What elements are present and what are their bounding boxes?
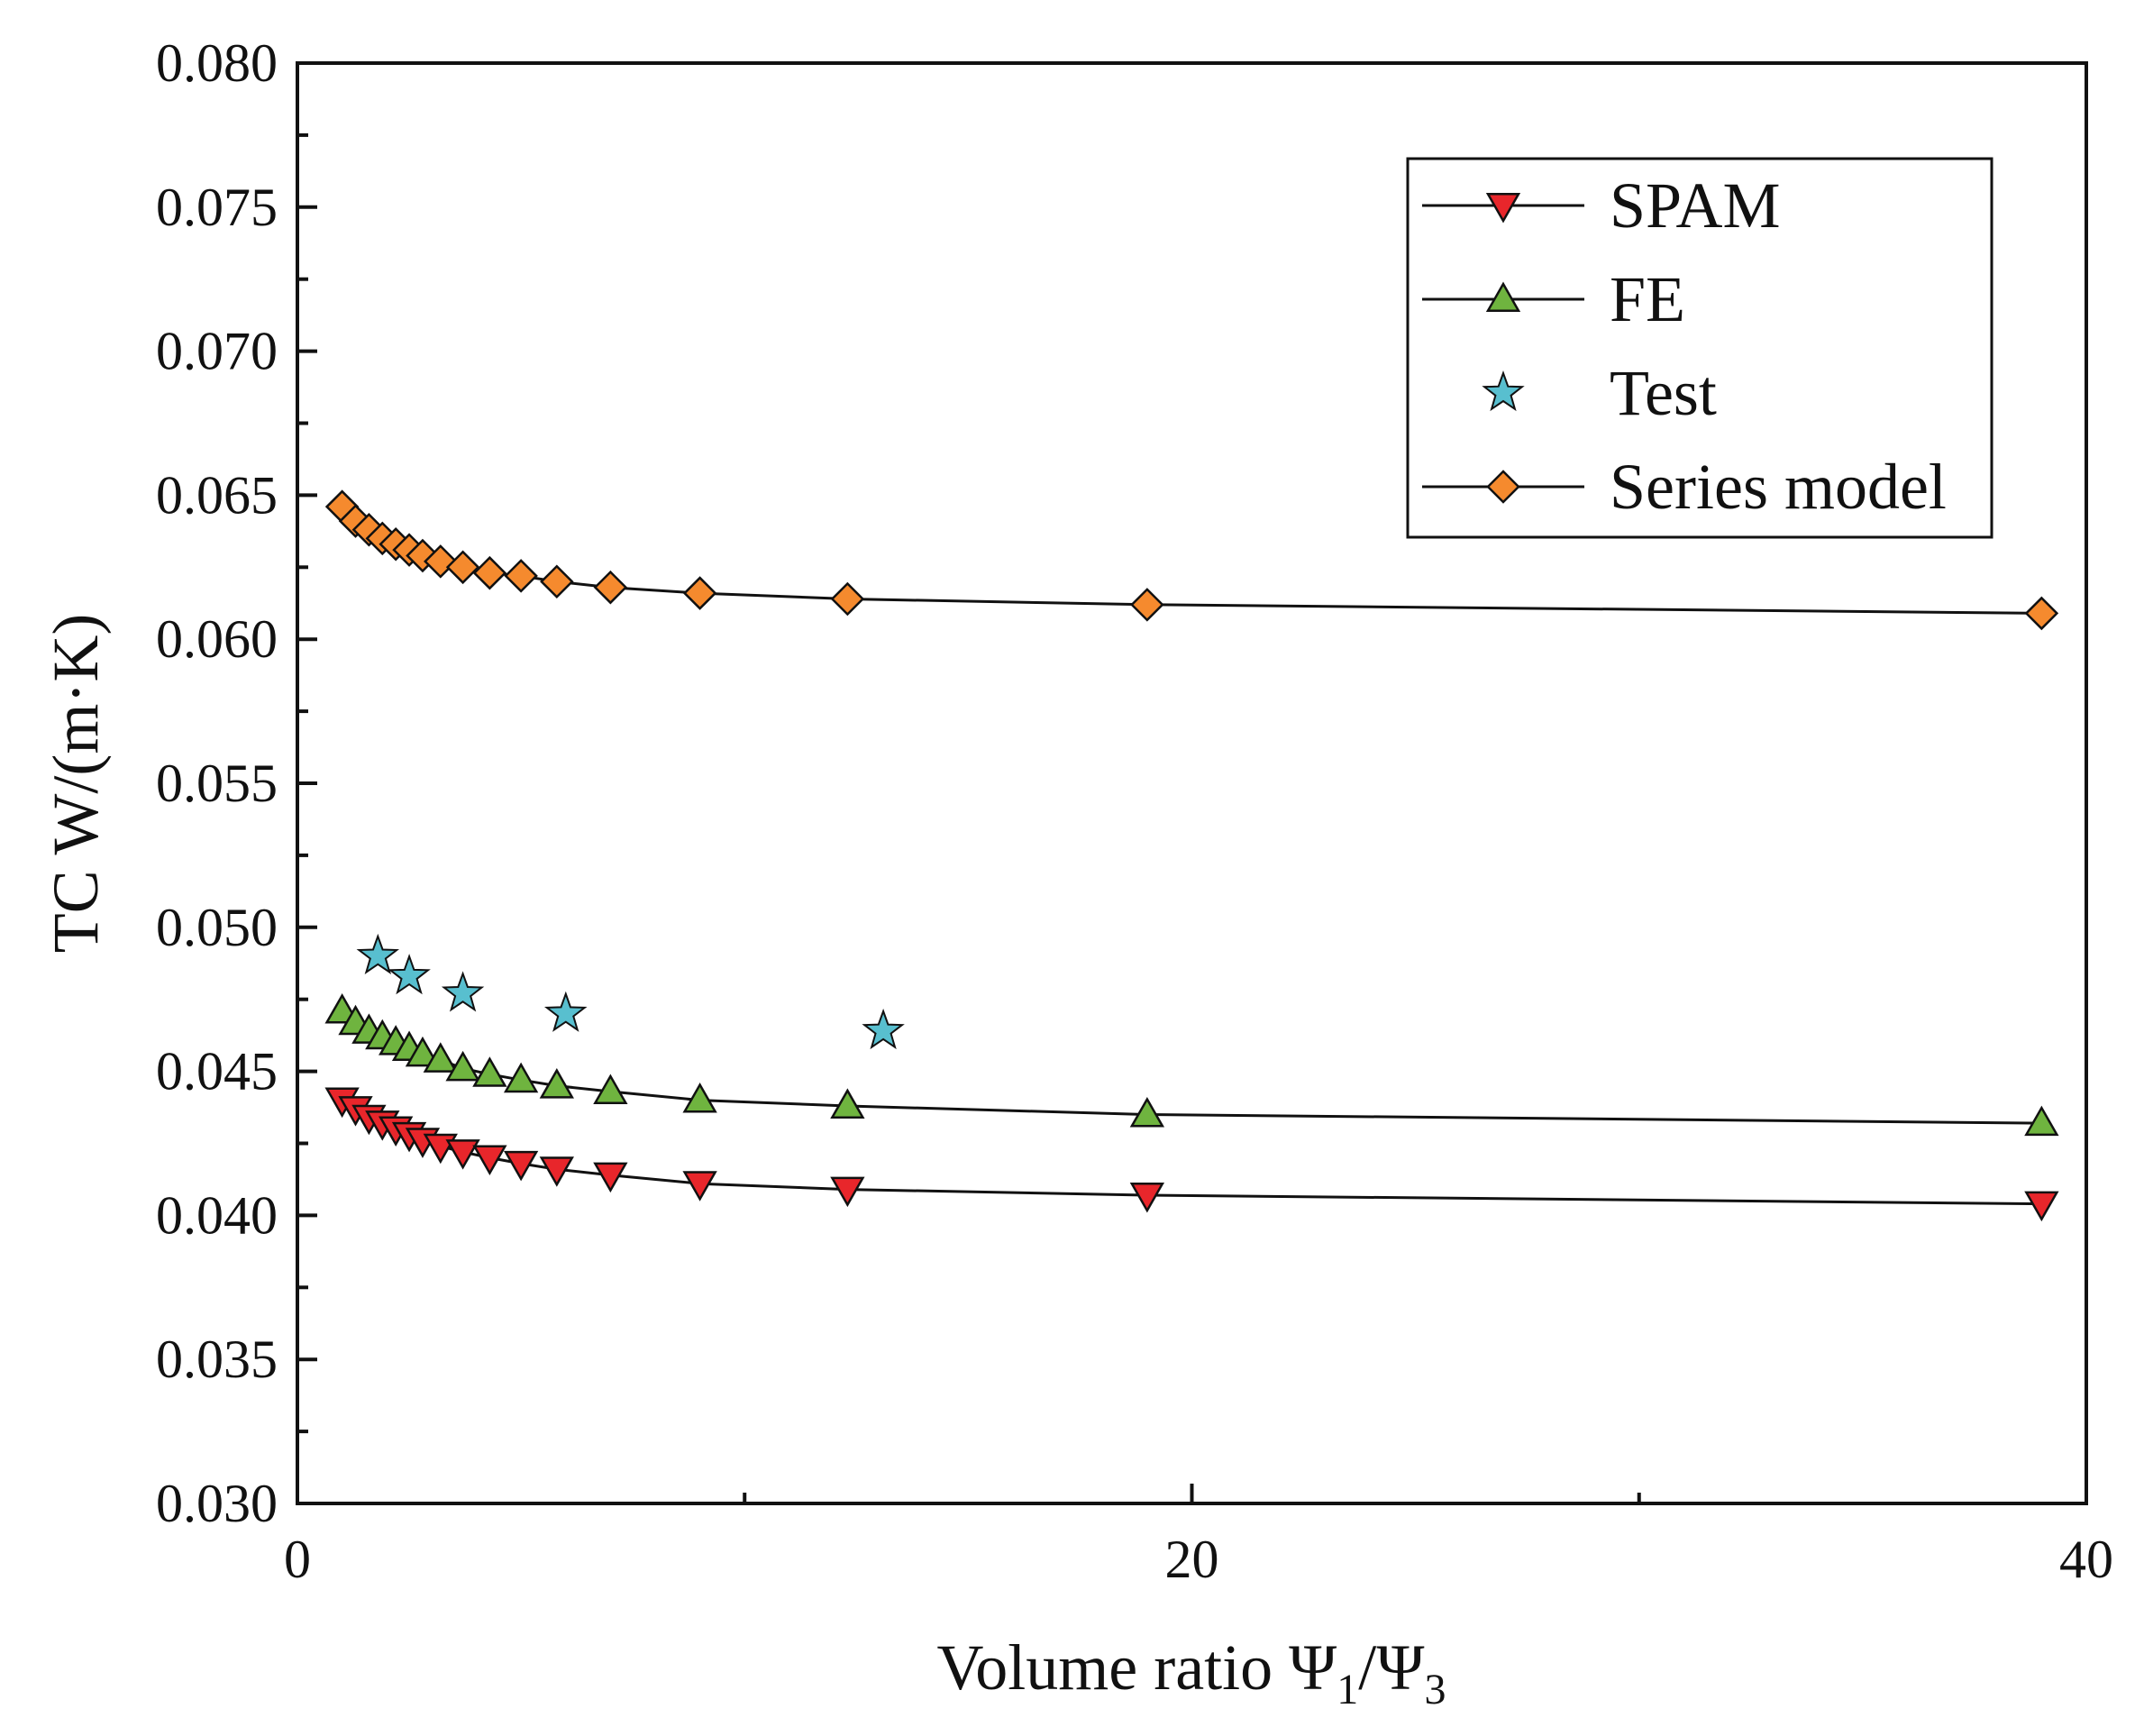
data-point-test [356,933,400,974]
data-point-fe [1129,1097,1165,1128]
data-point-fe [539,1068,574,1099]
series-layer [324,489,2059,1222]
data-point-spam [682,1171,717,1201]
series-fe [324,992,2059,1137]
data-point-fe [405,1036,441,1067]
legend: SPAM FE Test Series model [1406,157,1993,539]
legend-marker-fe [1485,281,1521,312]
x-axis-title-slash: / [1358,1631,1376,1704]
x-axis-title-sub-1: 1 [1337,1666,1358,1713]
y-tick-label: 0.070 [156,322,278,381]
y-tick-label: 0.030 [156,1474,278,1533]
data-point-series-model [445,550,480,585]
legend-label-test: Test [1610,357,1717,429]
data-point-spam [593,1162,628,1193]
data-point-spam [2024,1191,2059,1222]
data-point-spam [503,1150,539,1182]
data-point-fe [503,1062,539,1093]
y-tick-label: 0.080 [156,33,278,93]
data-point-spam [472,1145,507,1175]
data-point-fe [2024,1105,2059,1137]
data-point-fe [682,1083,717,1113]
y-axis-ticks: 0.030 0.035 0.040 0.045 0.050 0.055 0.060 0.065… [156,33,317,1533]
series-test [356,933,905,1050]
x-axis-title-psi-3: Ψ [1376,1631,1424,1704]
x-axis-title-psi-1: Ψ [1289,1631,1337,1704]
data-point-spam [830,1176,865,1208]
data-point-fe [423,1042,458,1073]
y-tick-label: 0.075 [156,178,278,237]
data-point-series-model [830,581,865,617]
legend-label-series-model: Series model [1610,451,1947,523]
data-point-series-model [472,555,507,590]
y-tick-label: 0.055 [156,754,278,813]
data-point-fe [830,1088,865,1119]
x-tick-label: 0 [284,1530,311,1589]
data-point-test [862,1008,905,1050]
data-point-fe [472,1056,507,1087]
y-tick-label: 0.040 [156,1185,278,1245]
x-axis-ticks: 0 20 40 [284,1484,2113,1589]
data-point-series-model [682,576,717,610]
series-spam [324,1087,2059,1222]
legend-marker-series-model [1486,470,1520,504]
legend-label-fe: FE [1610,263,1685,335]
y-tick-label: 0.045 [156,1042,278,1101]
x-tick-label: 20 [1165,1530,1219,1589]
legend-label-spam: SPAM [1610,169,1781,242]
series-series-model [324,489,2059,631]
y-tick-label: 0.060 [156,609,278,669]
x-axis-title-sub-3: 3 [1424,1666,1446,1713]
data-point-spam [1129,1183,1165,1213]
data-point-series-model [593,570,628,605]
y-axis-title: TC W/(m·K) [40,614,112,954]
data-point-test [388,954,431,995]
y-tick-label: 0.050 [156,898,278,957]
x-tick-label: 40 [2059,1530,2113,1589]
x-axis-title-text: Volume ratio [937,1631,1290,1704]
data-point-series-model [540,564,574,599]
data-point-series-model [504,559,538,593]
legend-marker-spam [1485,193,1521,224]
data-point-test [441,971,485,1012]
data-point-test [543,991,588,1032]
data-point-series-model [1130,588,1164,622]
data-point-fe [445,1050,480,1082]
y-tick-label: 0.035 [156,1329,278,1389]
legend-marker-test [1482,370,1525,412]
series-line-fe [341,1010,2042,1125]
data-point-spam [445,1139,480,1170]
data-point-series-model [2024,596,2059,631]
y-tick-label: 0.065 [156,465,278,525]
data-point-fe [593,1074,628,1104]
x-axis-title: Volume ratio Ψ1/Ψ3 [937,1631,1446,1713]
data-point-spam [539,1156,574,1187]
